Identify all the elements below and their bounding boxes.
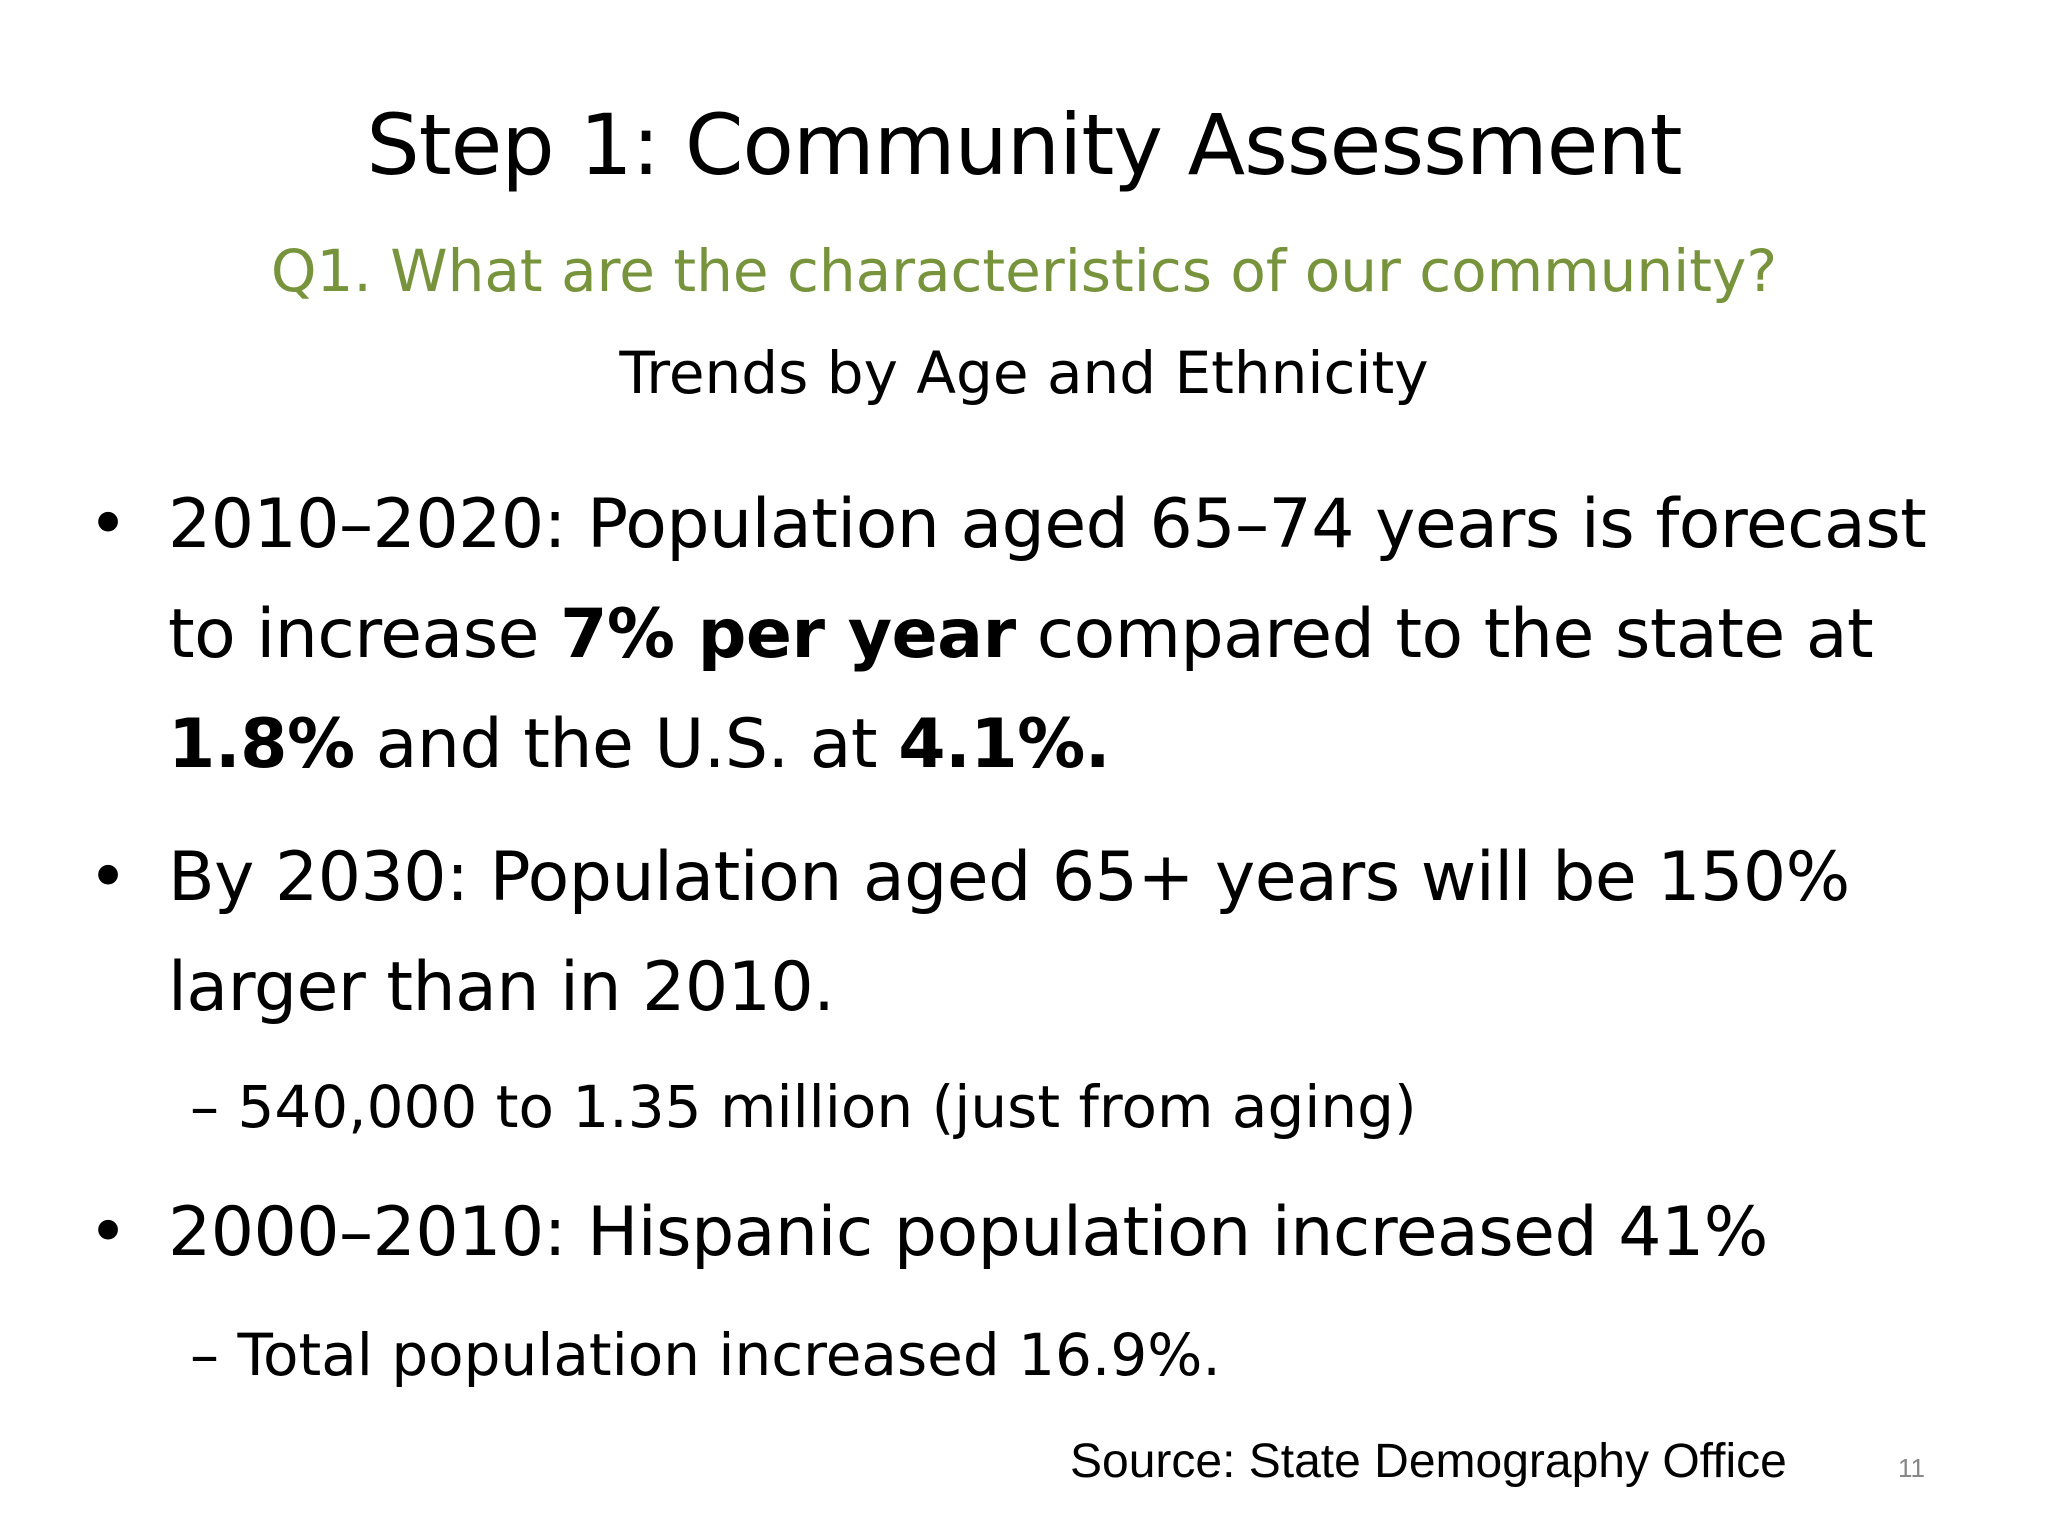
source-note: Source: State Demography Office bbox=[1070, 1435, 1787, 1488]
sub-item-2: – 540,000 to 1.35 million (just from agi… bbox=[190, 1062, 1890, 1152]
sub-text: 540,000 to 1.35 million (just from aging… bbox=[237, 1073, 1417, 1141]
slide-title: Step 1: Community Assessment bbox=[366, 96, 1682, 194]
bullet-marker: • bbox=[88, 485, 129, 564]
bullet-text: compared to the state at bbox=[1015, 595, 1874, 674]
bullet-marker: • bbox=[88, 838, 129, 917]
bullet-item-1: 2010–2020: Population aged 65–74 years i… bbox=[168, 470, 1968, 800]
bold-value: 7% per year bbox=[560, 595, 1016, 674]
bullet-text: and the U.S. at bbox=[354, 705, 899, 784]
bullet-marker: • bbox=[88, 1193, 129, 1272]
bullet-text: 2010–2020: Population aged 65–74 years i… bbox=[168, 485, 1927, 674]
bold-value: 4.1%. bbox=[898, 705, 1111, 784]
sub-marker: – bbox=[190, 1073, 219, 1141]
slide-question: Q1. What are the characteristics of our … bbox=[270, 237, 1778, 305]
sub-marker: – bbox=[190, 1321, 219, 1389]
bullet-item-2: By 2030: Population aged 65+ years will … bbox=[168, 838, 1850, 1027]
page-number: 11 bbox=[1898, 1453, 1925, 1483]
bold-value: 1.8% bbox=[168, 705, 355, 784]
slide-subtitle: Trends by Age and Ethnicity bbox=[619, 339, 1429, 407]
sub-text: Total population increased 16.9%. bbox=[237, 1321, 1221, 1389]
sub-item-3: – Total population increased 16.9%. bbox=[190, 1310, 1890, 1400]
bullet-item-3: 2000–2010: Hispanic population increased… bbox=[168, 1193, 1768, 1272]
